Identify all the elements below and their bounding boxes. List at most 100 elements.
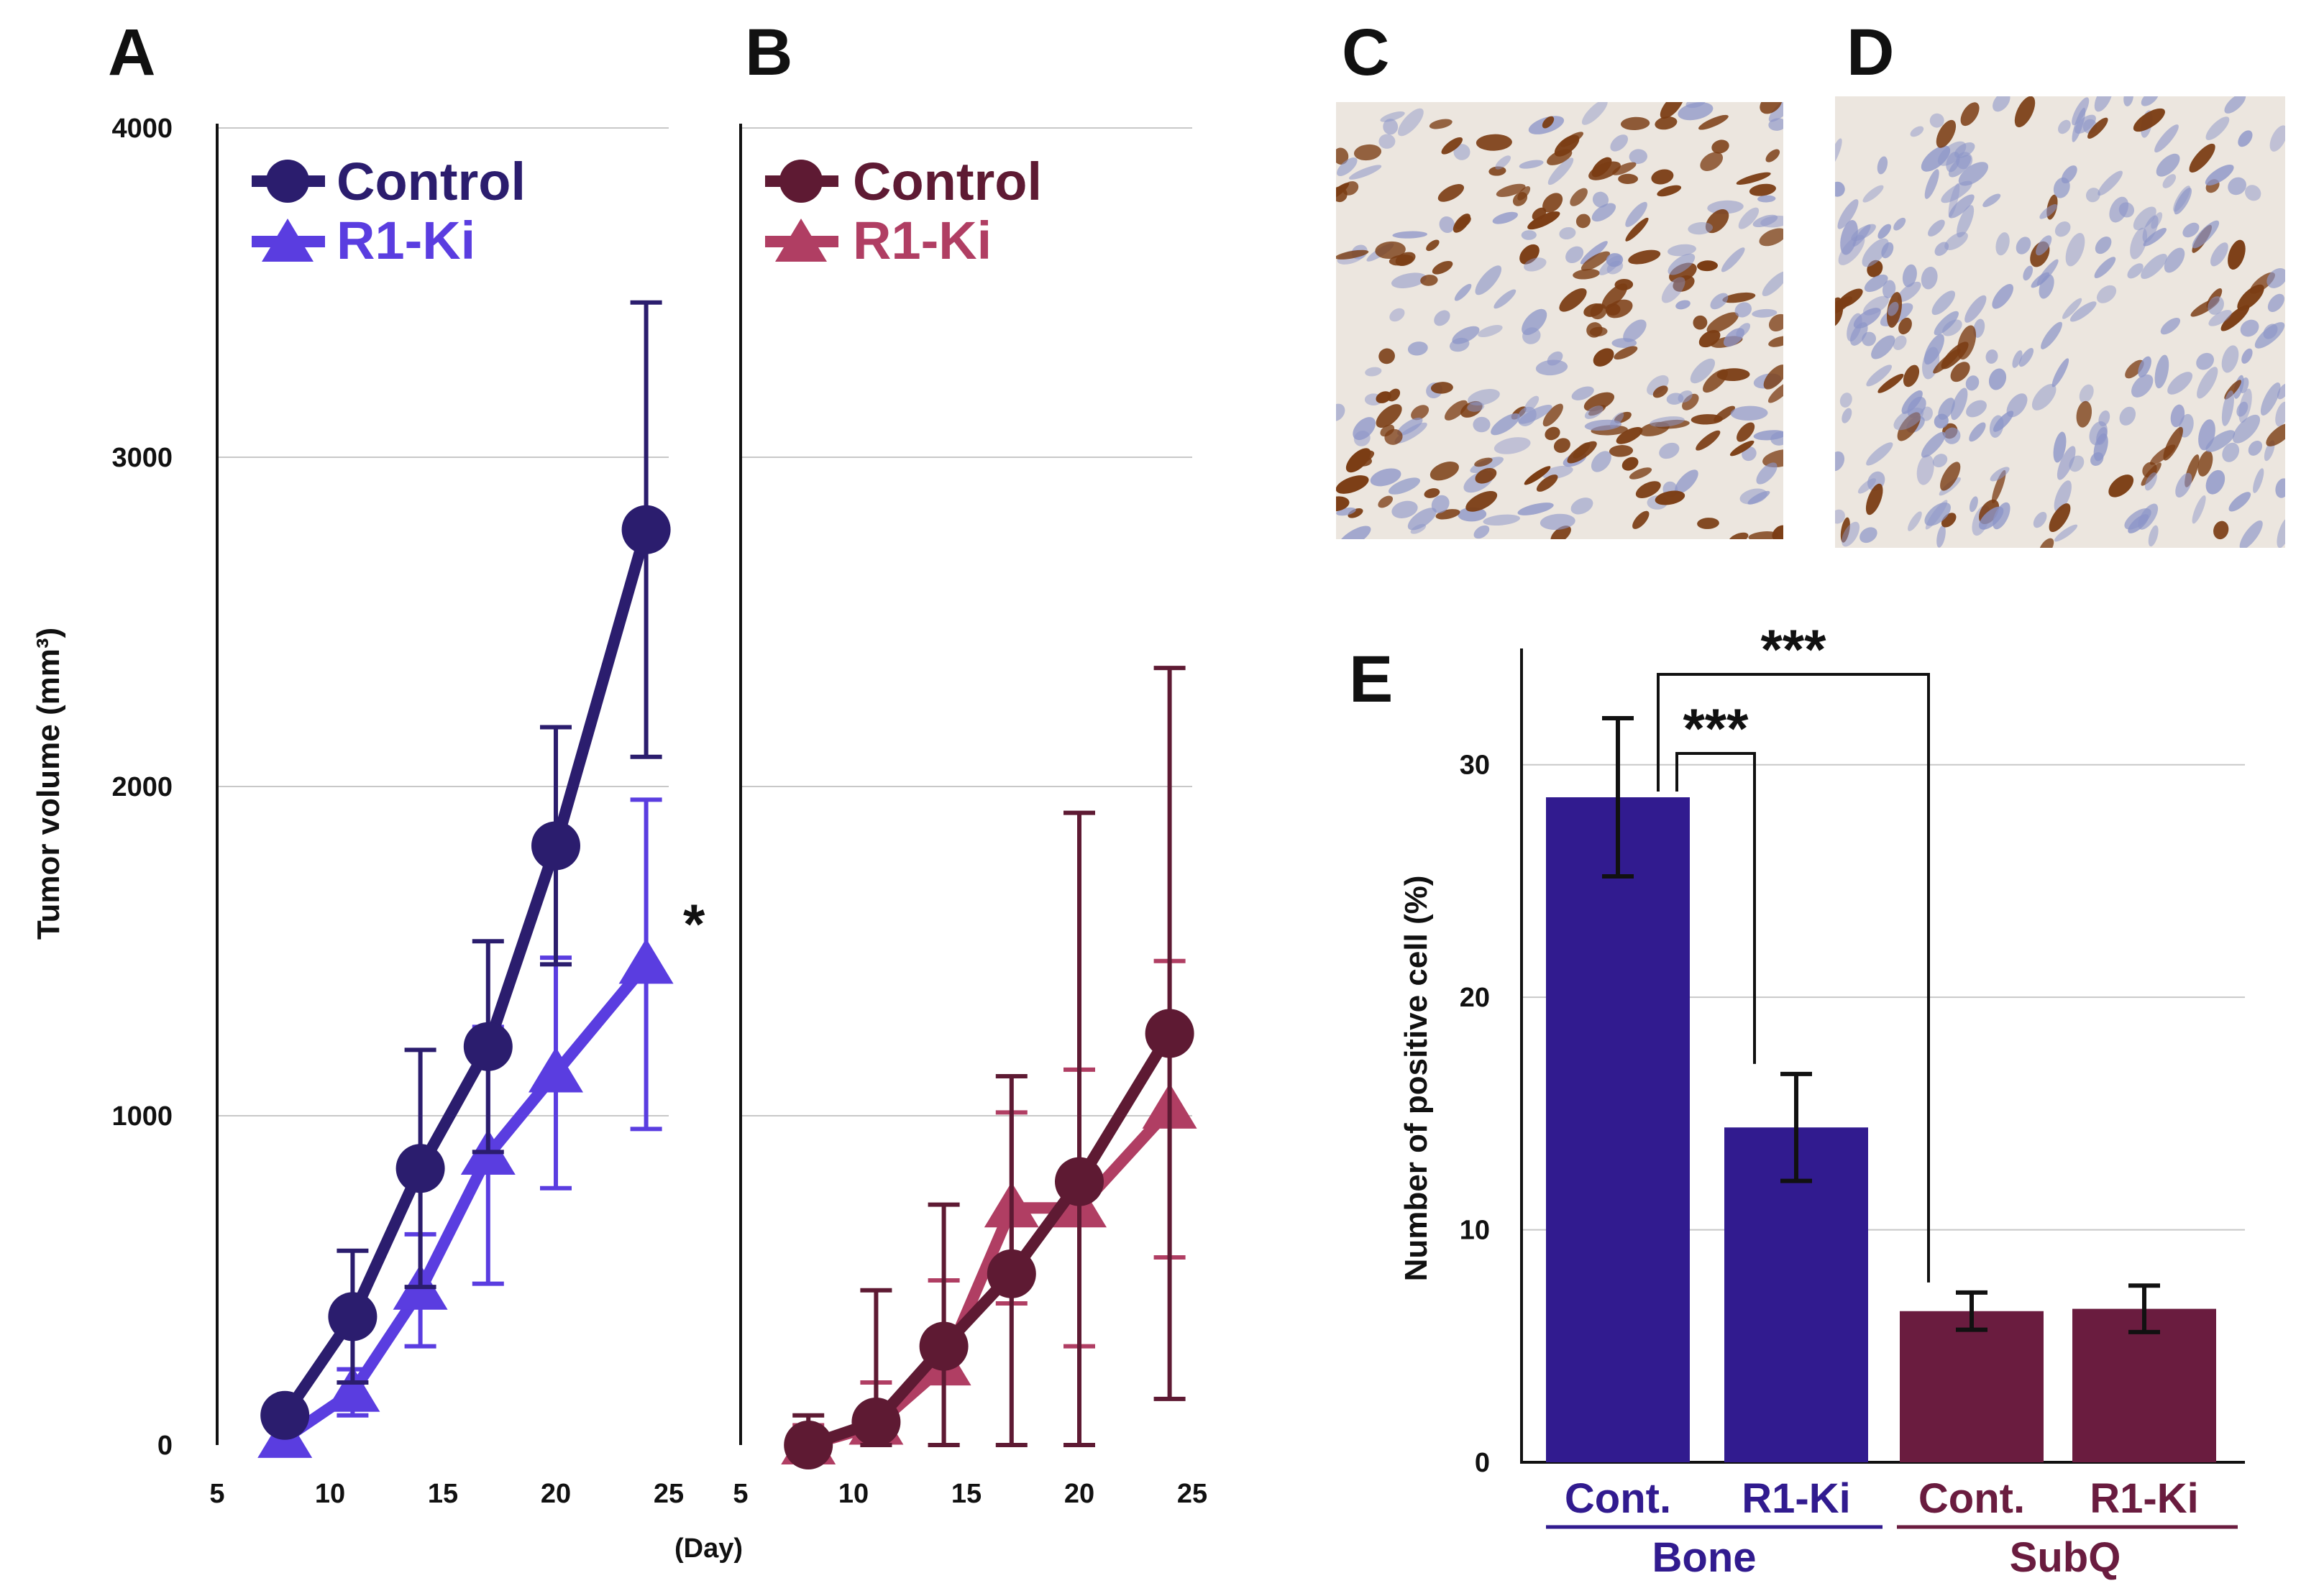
negative-nucleus bbox=[1864, 274, 1888, 293]
negative-nucleus bbox=[1391, 272, 1427, 288]
positive-nucleus bbox=[1553, 438, 1570, 453]
positive-nucleus bbox=[2014, 96, 2036, 128]
negative-nucleus bbox=[1882, 280, 1896, 298]
negative-nucleus bbox=[2263, 324, 2278, 339]
negative-nucleus bbox=[1492, 211, 1519, 224]
positive-nucleus bbox=[2049, 503, 2071, 533]
negative-nucleus bbox=[2069, 301, 2097, 322]
positive-nucleus bbox=[1660, 102, 1684, 119]
positive-nucleus bbox=[1632, 510, 1650, 529]
negative-nucleus bbox=[2141, 96, 2159, 106]
data-point bbox=[618, 938, 674, 984]
negative-nucleus bbox=[1842, 408, 1852, 423]
positive-nucleus bbox=[1437, 184, 1465, 202]
x-tick-label: 10 bbox=[315, 1479, 345, 1509]
negative-nucleus bbox=[2192, 495, 2206, 524]
positive-nucleus bbox=[1389, 254, 1414, 266]
negative-nucleus bbox=[2061, 165, 2077, 184]
panel-b-series bbox=[781, 666, 1197, 1469]
negative-nucleus bbox=[1990, 467, 2010, 482]
positive-nucleus bbox=[1865, 483, 1883, 515]
negative-nucleus bbox=[2210, 242, 2228, 267]
positive-nucleus bbox=[1430, 382, 1453, 394]
positive-nucleus bbox=[1652, 385, 1668, 398]
negative-nucleus bbox=[2057, 446, 2076, 480]
data-point bbox=[395, 1144, 445, 1193]
positive-nucleus bbox=[1575, 214, 1591, 229]
negative-nucleus bbox=[2228, 492, 2251, 512]
negative-nucleus bbox=[1723, 328, 1745, 347]
negative-nucleus bbox=[2167, 372, 2193, 395]
x-tick-label: 20 bbox=[1064, 1479, 1094, 1509]
bar-0 bbox=[1546, 797, 1690, 1462]
positive-nucleus bbox=[1877, 373, 1904, 393]
negative-nucleus bbox=[1944, 427, 1961, 444]
positive-nucleus bbox=[1765, 149, 1780, 162]
negative-nucleus bbox=[2232, 414, 2261, 444]
negative-nucleus bbox=[1675, 300, 1691, 310]
negative-nucleus bbox=[1688, 221, 1714, 235]
negative-nucleus bbox=[2119, 406, 2136, 426]
bar-2 bbox=[1900, 1311, 2044, 1462]
micrograph-c bbox=[1336, 102, 1783, 539]
panel-a: A 0 1000 2000 3000 4000 5 10 15 20 25 Tumor volu… bbox=[31, 16, 705, 1509]
y-tick-label: 4000 bbox=[111, 114, 173, 144]
negative-nucleus bbox=[1547, 157, 1574, 185]
positive-nucleus bbox=[1698, 330, 1721, 348]
positive-nucleus bbox=[1763, 364, 1783, 390]
panel-e-y-axis-title: Number of positive cell (%) bbox=[1399, 876, 1434, 1282]
positive-nucleus bbox=[1455, 216, 1471, 229]
negative-nucleus bbox=[2205, 430, 2236, 452]
positive-nucleus bbox=[1625, 217, 1649, 242]
positive-nucleus bbox=[1700, 152, 1724, 171]
negative-nucleus bbox=[1353, 430, 1371, 446]
positive-nucleus bbox=[1620, 116, 1650, 131]
negative-nucleus bbox=[1483, 514, 1520, 526]
negative-nucleus bbox=[2041, 321, 2062, 349]
positive-nucleus bbox=[2039, 538, 2054, 548]
positive-nucleus bbox=[1376, 404, 1402, 428]
negative-nucleus bbox=[2012, 350, 2023, 368]
legend-control-label-a: Control bbox=[337, 152, 526, 211]
negative-nucleus bbox=[1988, 368, 2007, 390]
negative-nucleus bbox=[1923, 334, 1944, 365]
positive-nucleus bbox=[1517, 186, 1531, 201]
micrograph-c-nuclei bbox=[1336, 102, 1783, 539]
negative-nucleus bbox=[1866, 364, 1892, 387]
negative-nucleus bbox=[1565, 246, 1584, 264]
positive-nucleus bbox=[1772, 525, 1783, 539]
negative-nucleus bbox=[1862, 331, 1876, 347]
positive-nucleus bbox=[1420, 275, 1438, 286]
negative-nucleus bbox=[2138, 503, 2159, 530]
negative-nucleus bbox=[2222, 442, 2240, 462]
data-point bbox=[919, 1321, 969, 1371]
legend-control-marker-a bbox=[266, 160, 309, 203]
positive-nucleus bbox=[1898, 317, 1912, 335]
negative-nucleus bbox=[2054, 524, 2078, 542]
positive-nucleus bbox=[1960, 102, 1980, 127]
positive-nucleus bbox=[1345, 448, 1371, 473]
positive-nucleus bbox=[1606, 299, 1633, 318]
bar-1 bbox=[1724, 1127, 1868, 1462]
negative-nucleus bbox=[2065, 232, 2085, 267]
negative-nucleus bbox=[1629, 149, 1647, 165]
negative-nucleus bbox=[2277, 383, 2285, 400]
negative-nucleus bbox=[2241, 348, 2253, 364]
positive-nucleus bbox=[1635, 481, 1661, 498]
positive-nucleus bbox=[1378, 495, 1394, 508]
negative-nucleus bbox=[1897, 281, 1921, 302]
negative-nucleus bbox=[1598, 255, 1622, 275]
negative-nucleus bbox=[2228, 177, 2246, 196]
positive-nucleus bbox=[1441, 137, 1463, 155]
positive-nucleus bbox=[1375, 241, 1406, 259]
data-point bbox=[1145, 1009, 1194, 1058]
negative-nucleus bbox=[1389, 308, 1405, 322]
x-tick-label: 25 bbox=[1177, 1479, 1207, 1509]
positive-nucleus bbox=[1387, 388, 1401, 402]
negative-nucleus bbox=[2016, 237, 2031, 254]
negative-nucleus bbox=[1958, 162, 1989, 186]
negative-nucleus bbox=[2054, 221, 2071, 237]
positive-nucleus bbox=[1424, 488, 1440, 498]
negative-nucleus bbox=[1391, 500, 1418, 518]
micrograph-d-nuclei bbox=[1835, 96, 2285, 548]
